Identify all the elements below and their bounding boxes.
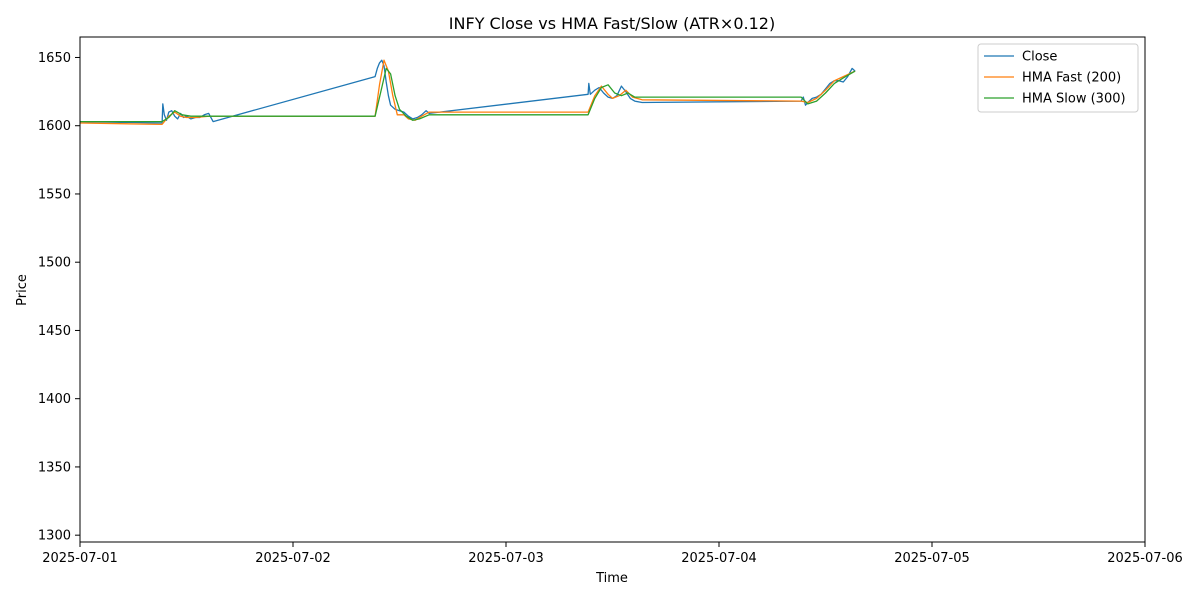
x-tick-label: 2025-07-05 [894, 551, 970, 566]
x-tick-label: 2025-07-02 [255, 551, 331, 566]
y-tick-label: 1600 [38, 119, 71, 134]
x-tick-label: 2025-07-01 [42, 551, 118, 566]
x-axis-label: Time [595, 571, 628, 586]
legend-label-0: Close [1022, 50, 1057, 65]
x-tick-label: 2025-07-06 [1107, 551, 1183, 566]
y-tick-label: 1400 [38, 392, 71, 407]
legend-label-1: HMA Fast (200) [1022, 71, 1121, 86]
legend-label-2: HMA Slow (300) [1022, 92, 1126, 107]
chart-title: INFY Close vs HMA Fast/Slow (ATR×0.12) [449, 14, 775, 33]
y-axis: 1300 1350 1400 1450 1500 1550 1600 1650 [38, 51, 80, 544]
legend: Close HMA Fast (200) HMA Slow (300) [977, 43, 1139, 113]
y-tick-label: 1450 [38, 324, 71, 339]
series-line-1 [79, 59, 856, 126]
x-axis: 2025-07-01 2025-07-02 2025-07-03 2025-07-04… [42, 542, 1183, 566]
x-tick-label: 2025-07-04 [681, 551, 757, 566]
y-tick-label: 1500 [38, 256, 71, 271]
y-tick-label: 1550 [38, 187, 71, 202]
y-tick-label: 1350 [38, 460, 71, 475]
legend-box [977, 43, 1139, 113]
y-tick-label: 1300 [38, 529, 71, 544]
series-line-2 [80, 67, 856, 123]
x-tick-label: 2025-07-03 [468, 551, 544, 566]
y-axis-label: Price [15, 274, 30, 306]
plot-frame [79, 36, 1146, 543]
series-layer [79, 59, 856, 126]
y-tick-label: 1650 [38, 51, 71, 66]
